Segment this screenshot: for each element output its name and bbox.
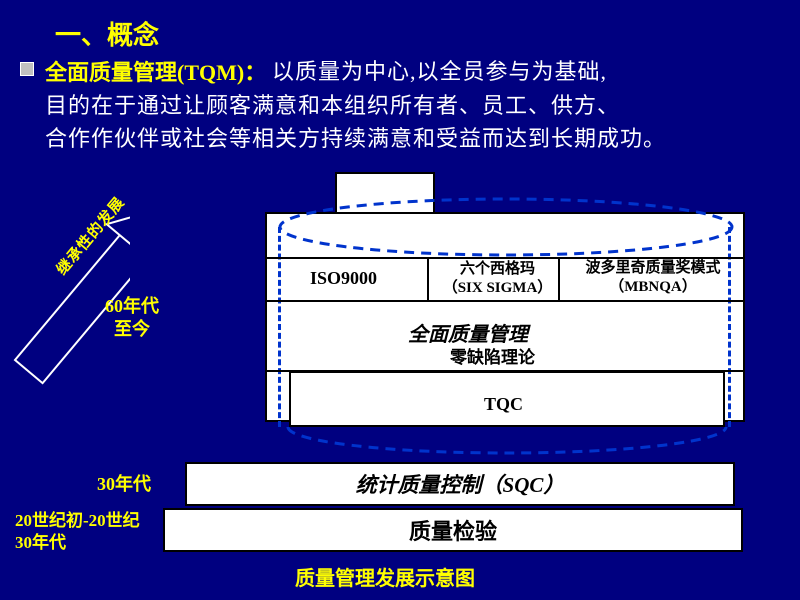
six-l2: （SIX SIGMA） [443, 280, 553, 296]
tqc-label: TQC [484, 394, 523, 415]
bullet-marker [20, 62, 34, 76]
mbnqa-label: 波多里奇质量奖模式 （MBNQA） [562, 259, 744, 297]
development-arrow: 继承性的发展 [0, 165, 130, 415]
era-60s-l2: 至今 [114, 319, 150, 339]
sixsigma-label: 六个西格玛 （SIX SIGMA） [440, 260, 555, 298]
def-line1: 以质量为中心,以全员参与为基础, [272, 55, 782, 89]
iso-label: ISO9000 [310, 268, 377, 289]
box-sqc: 统计质量控制（SQC） [185, 462, 735, 506]
box-inspection: 质量检验 [163, 508, 743, 552]
sep-col1 [427, 257, 429, 300]
sqc-label: 统计质量控制（SQC） [356, 469, 565, 499]
era-60s-l1: 60年代 [105, 296, 159, 316]
def-line3: 合作作伙伴或社会等相关方持续满意和受益而达到长期成功。 [45, 121, 666, 153]
six-l1: 六个西格玛 [460, 261, 535, 277]
tqm-term: 全面质量管理(TQM)： [45, 55, 266, 87]
zero-defect-label: 零缺陷理论 [450, 343, 535, 368]
section-title: 一、概念 [55, 15, 159, 52]
inspection-label: 质量检验 [409, 514, 497, 546]
mbnqa-l1: 波多里奇质量奖模式 [585, 260, 720, 276]
figure-caption: 质量管理发展示意图 [295, 562, 475, 591]
def-line2: 目的在于通过让顾客满意和本组织所有者、员工、供方、 [45, 88, 620, 120]
mbnqa-l2: （MBNQA） [609, 279, 697, 295]
sep-col2 [558, 257, 560, 300]
era-30s: 30年代 [97, 470, 151, 496]
sep-row2 [265, 300, 745, 302]
era-60s: 60年代 至今 [105, 295, 159, 342]
sep-row3 [265, 370, 745, 372]
era-20s: 20世纪初-20世纪30年代 [15, 510, 155, 554]
